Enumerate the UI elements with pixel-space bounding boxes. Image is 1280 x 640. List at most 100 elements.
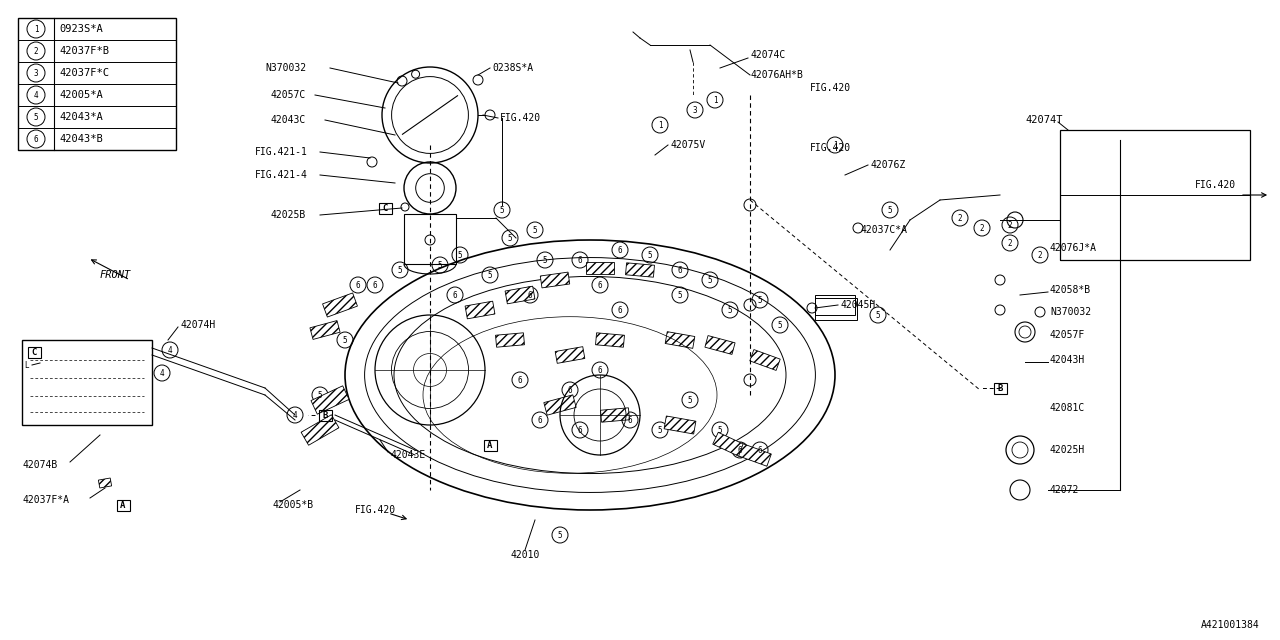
Text: 6: 6: [618, 246, 622, 255]
Text: 1: 1: [33, 24, 38, 33]
Text: 6: 6: [517, 376, 522, 385]
Bar: [301, 415, 339, 445]
Text: 1: 1: [658, 120, 662, 129]
Text: 42081C: 42081C: [1050, 403, 1085, 413]
Bar: [311, 386, 349, 414]
Text: 42037F*C: 42037F*C: [59, 68, 109, 78]
Bar: [993, 383, 1006, 394]
Text: 42005*A: 42005*A: [59, 90, 102, 100]
Bar: [18, 18, 177, 150]
Bar: [323, 293, 357, 317]
Bar: [465, 301, 495, 319]
Text: FIG.421-1: FIG.421-1: [255, 147, 308, 157]
Text: 2: 2: [957, 214, 963, 223]
Text: FIG.420: FIG.420: [810, 143, 851, 153]
Text: 6: 6: [758, 445, 763, 454]
Text: 5: 5: [532, 225, 538, 234]
Text: 5: 5: [658, 426, 662, 435]
Text: 2: 2: [33, 47, 38, 56]
Text: FIG.420: FIG.420: [1196, 180, 1236, 190]
Bar: [595, 333, 625, 347]
Text: 42057F: 42057F: [1050, 330, 1085, 340]
Text: 42037F*A: 42037F*A: [22, 495, 69, 505]
Text: 5: 5: [317, 390, 323, 399]
Text: 5: 5: [687, 396, 692, 404]
Text: 42076Z: 42076Z: [870, 160, 905, 170]
Text: B: B: [997, 383, 1002, 392]
Text: FIG.420: FIG.420: [500, 113, 541, 123]
Text: 42043C: 42043C: [270, 115, 305, 125]
Text: 6: 6: [627, 415, 632, 424]
Text: N370032: N370032: [265, 63, 306, 73]
Bar: [544, 395, 576, 415]
Text: 4: 4: [160, 369, 164, 378]
Text: 42057C: 42057C: [270, 90, 305, 100]
Text: 42074C: 42074C: [750, 50, 785, 60]
Text: L: L: [24, 360, 28, 369]
Text: 42045H: 42045H: [840, 300, 876, 310]
Text: 42074B: 42074B: [22, 460, 58, 470]
Bar: [666, 332, 695, 348]
Text: 6: 6: [538, 415, 543, 424]
Text: A: A: [488, 440, 493, 449]
Text: 6: 6: [568, 385, 572, 394]
Text: 42076AH*B: 42076AH*B: [750, 70, 803, 80]
Text: 5: 5: [508, 234, 512, 243]
Bar: [319, 410, 332, 420]
Text: 6: 6: [677, 266, 682, 275]
Text: C: C: [31, 348, 37, 356]
Text: 42037F*B: 42037F*B: [59, 46, 109, 56]
Bar: [556, 347, 585, 364]
Text: 2: 2: [1007, 221, 1012, 230]
Text: 1: 1: [713, 95, 717, 104]
Bar: [27, 346, 41, 358]
Text: 42037C*A: 42037C*A: [860, 225, 908, 235]
Text: FIG.420: FIG.420: [355, 505, 396, 515]
Bar: [586, 262, 614, 274]
Text: 2: 2: [979, 223, 984, 232]
Text: 42025H: 42025H: [1050, 445, 1085, 455]
Text: FIG.421-4: FIG.421-4: [255, 170, 308, 180]
Text: 5: 5: [458, 250, 462, 259]
Text: 42074T: 42074T: [1025, 115, 1062, 125]
Bar: [99, 478, 111, 488]
Bar: [739, 444, 772, 466]
Bar: [310, 321, 340, 339]
Text: 4: 4: [293, 410, 297, 419]
Text: 5: 5: [718, 426, 722, 435]
Text: 6: 6: [527, 291, 532, 300]
Text: 42010: 42010: [511, 550, 540, 560]
Text: 6: 6: [453, 291, 457, 300]
Bar: [379, 202, 392, 214]
Text: 6: 6: [737, 445, 742, 454]
Text: 4: 4: [33, 90, 38, 99]
Text: 42043H: 42043H: [1050, 355, 1085, 365]
Text: 42005*B: 42005*B: [273, 500, 314, 510]
Text: 42043*B: 42043*B: [59, 134, 102, 144]
Bar: [713, 433, 748, 458]
Bar: [750, 349, 781, 371]
Text: 5: 5: [888, 205, 892, 214]
Text: 3: 3: [33, 68, 38, 77]
Text: C: C: [383, 204, 388, 212]
Text: 5: 5: [708, 275, 712, 285]
Text: 2: 2: [1038, 250, 1042, 259]
Bar: [815, 295, 855, 315]
Text: 5: 5: [677, 291, 682, 300]
Bar: [404, 214, 456, 264]
Text: 2: 2: [1007, 239, 1012, 248]
Text: 5: 5: [33, 113, 38, 122]
Text: 42058*B: 42058*B: [1050, 285, 1091, 295]
Bar: [600, 408, 630, 422]
Text: 42043*A: 42043*A: [59, 112, 102, 122]
Text: 6: 6: [33, 134, 38, 143]
Text: 6: 6: [577, 255, 582, 264]
Bar: [495, 333, 525, 347]
Text: 42075V: 42075V: [669, 140, 705, 150]
Text: 42043E: 42043E: [390, 450, 425, 460]
Text: 5: 5: [488, 271, 493, 280]
Text: 3: 3: [692, 106, 698, 115]
Text: N370032: N370032: [1050, 307, 1091, 317]
Text: 6: 6: [598, 280, 603, 289]
Bar: [484, 440, 497, 451]
